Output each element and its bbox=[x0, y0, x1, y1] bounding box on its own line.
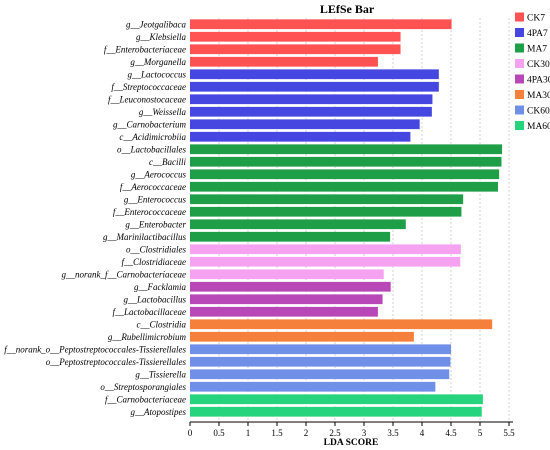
category-label: g__norank_f__Carnobacteriaceae bbox=[62, 269, 186, 279]
category-label: c__Clostridia bbox=[136, 319, 186, 329]
bar bbox=[190, 156, 502, 167]
bar bbox=[190, 219, 406, 230]
bar bbox=[190, 269, 384, 280]
category-label: c__Acidimicrobiia bbox=[119, 132, 186, 142]
x-tick-label: 4 bbox=[420, 428, 425, 438]
bar bbox=[190, 69, 439, 80]
bar bbox=[190, 344, 451, 355]
bar bbox=[190, 194, 464, 205]
bar bbox=[190, 181, 498, 192]
category-label: o__Streptosporangiales bbox=[100, 382, 186, 392]
category-label: f__Clostridiaceae bbox=[122, 257, 187, 267]
bar bbox=[190, 19, 452, 30]
x-tick-label: 4.5 bbox=[445, 428, 457, 438]
category-label: o__Clostridiales bbox=[126, 244, 187, 254]
category-label: g__Jeotgalibaca bbox=[126, 19, 186, 29]
bar bbox=[190, 94, 433, 105]
bar bbox=[190, 131, 411, 142]
category-label: f__Carnobacteriaceae bbox=[105, 394, 186, 404]
legend-label: CK60 bbox=[527, 107, 550, 117]
category-label: g__Enterobacter bbox=[125, 219, 186, 229]
category-label: g__Lactobacillus bbox=[124, 294, 187, 304]
category-label: g__Klebsiella bbox=[136, 32, 186, 42]
bar bbox=[190, 231, 391, 242]
legend-swatch bbox=[515, 12, 524, 22]
x-tick-label: 3 bbox=[362, 428, 367, 438]
bar bbox=[190, 294, 383, 305]
bar bbox=[190, 144, 503, 155]
bar bbox=[190, 119, 420, 130]
legend-swatch bbox=[515, 43, 524, 53]
x-tick-label: 3.5 bbox=[387, 428, 399, 438]
category-label: g__Enterococcus bbox=[124, 194, 187, 204]
x-axis-ticks: 0 0.5 1 1.5 2 2.5 3 3.5 4 4.5 5 5.5 bbox=[188, 422, 515, 438]
legend-label: 4PA7 bbox=[527, 29, 548, 39]
legend-label: MA7 bbox=[527, 45, 547, 55]
category-label: c__Bacilli bbox=[149, 157, 186, 167]
category-label: g__Aerococcus bbox=[131, 169, 187, 179]
bar bbox=[190, 331, 414, 342]
bar bbox=[190, 206, 462, 217]
category-label: f__norank_o__Peptostreptococcales-Tissie… bbox=[4, 344, 186, 354]
x-tick-label: 5 bbox=[478, 428, 483, 438]
legend-swatch bbox=[515, 74, 524, 84]
bar bbox=[190, 106, 432, 117]
legend-label: MA60 bbox=[527, 122, 550, 132]
category-label: g__Lactococcus bbox=[128, 69, 187, 79]
category-label: g__Marinilactibacillus bbox=[103, 232, 186, 242]
legend-label: 4PA30 bbox=[527, 76, 550, 86]
bar bbox=[190, 369, 450, 380]
legend-label: MA30 bbox=[527, 91, 550, 101]
chart-title: LEfSe Bar bbox=[320, 2, 375, 16]
legend-label: CK30 bbox=[527, 60, 550, 70]
x-tick-label: 5.5 bbox=[503, 428, 515, 438]
category-label: g__Morganella bbox=[130, 57, 186, 67]
category-label: f__Aerococcaceae bbox=[120, 182, 186, 192]
category-label: g__Rubellimicrobium bbox=[108, 332, 187, 342]
bar bbox=[190, 406, 482, 417]
legend: CK7 4PA7 MA7 CK30 4PA30 MA30 CK60 MA60 bbox=[515, 12, 550, 132]
x-tick-label: 0 bbox=[188, 428, 193, 438]
category-label: f__Enterobacteriaceae bbox=[104, 44, 186, 54]
category-label: f__Leuconostocaceae bbox=[108, 94, 186, 104]
bar bbox=[190, 244, 461, 255]
bars bbox=[190, 19, 503, 417]
category-label: o__Peptostreptococcales-Tissierellales bbox=[46, 357, 187, 367]
bar bbox=[190, 31, 401, 42]
legend-swatch bbox=[515, 121, 524, 130]
category-label: g__Carnobacterium bbox=[113, 119, 186, 129]
category-label: g__Weissella bbox=[139, 107, 187, 117]
legend-swatch bbox=[515, 28, 524, 37]
x-tick-label: 1.5 bbox=[271, 428, 283, 438]
category-label: g__Atopostipes bbox=[131, 407, 187, 417]
category-label: f__Streptococcaceae bbox=[111, 82, 186, 92]
bar bbox=[190, 306, 378, 317]
bar bbox=[190, 44, 401, 55]
bar bbox=[190, 394, 483, 405]
bar bbox=[190, 356, 451, 367]
category-label: o__Lactobacillales bbox=[117, 144, 186, 154]
bar bbox=[190, 381, 436, 392]
bar bbox=[190, 281, 391, 292]
bar bbox=[190, 81, 439, 92]
category-label: f__Enterococcaceae bbox=[113, 207, 186, 217]
x-axis-label: LDA SCORE bbox=[324, 438, 379, 448]
x-tick-label: 2 bbox=[304, 428, 309, 438]
legend-label: CK7 bbox=[527, 14, 545, 24]
x-tick-label: 2.5 bbox=[329, 428, 341, 438]
x-tick-label: 0.5 bbox=[213, 428, 225, 438]
legend-swatch bbox=[515, 105, 524, 115]
bar bbox=[190, 169, 500, 180]
category-label: g__Tissierella bbox=[135, 369, 186, 379]
category-label: g__Facklamia bbox=[134, 282, 186, 292]
category-labels: g__Jeotgalibaca g__Klebsiella f__Enterobac… bbox=[4, 19, 186, 417]
category-label: f__Lactobacillaceae bbox=[113, 307, 186, 317]
x-tick-label: 1 bbox=[246, 428, 251, 438]
bar bbox=[190, 256, 461, 267]
legend-swatch bbox=[515, 90, 524, 99]
bar bbox=[190, 319, 493, 330]
legend-swatch bbox=[515, 59, 524, 68]
bar bbox=[190, 56, 378, 67]
